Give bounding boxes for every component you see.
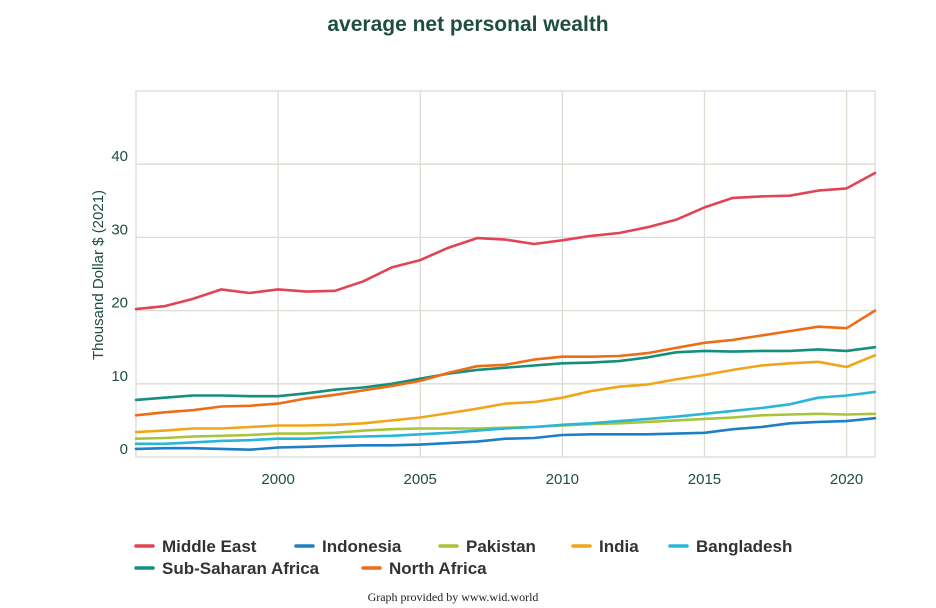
legend-item-sub-saharan-africa[interactable]: Sub-Saharan Africa <box>134 559 320 578</box>
y-tick-label: 0 <box>120 441 128 458</box>
series-line-bangladesh <box>134 390 877 446</box>
legend-label: Bangladesh <box>696 537 792 556</box>
series-lines <box>134 171 877 452</box>
series-line-india <box>134 353 877 434</box>
series-line-middle-east <box>134 171 877 311</box>
legend-item-india[interactable]: India <box>571 537 639 556</box>
series-line-north-africa <box>134 309 877 417</box>
legend-item-pakistan[interactable]: Pakistan <box>438 537 536 556</box>
x-tick-label: 2020 <box>830 471 863 488</box>
credit-text: Graph provided by www.wid.world <box>368 590 539 604</box>
legend-item-indonesia[interactable]: Indonesia <box>294 537 402 556</box>
x-tick-label: 2015 <box>688 471 721 488</box>
grid <box>136 91 875 457</box>
legend-item-bangladesh[interactable]: Bangladesh <box>668 537 792 556</box>
series-line-sub-saharan-africa <box>134 345 877 402</box>
legend: Middle East Indonesia Pakistan India Banglad… <box>134 537 792 578</box>
y-tick-label: 40 <box>111 148 128 165</box>
legend-label: India <box>599 537 639 556</box>
legend-label: Indonesia <box>322 537 402 556</box>
x-tick-label: 2010 <box>546 471 579 488</box>
x-tick-label: 2000 <box>261 471 294 488</box>
legend-label: Sub-Saharan Africa <box>162 559 320 578</box>
chart-title: average net personal wealth <box>327 13 608 36</box>
series-line-indonesia <box>134 416 877 452</box>
y-tick-label: 10 <box>111 368 128 385</box>
legend-item-north-africa[interactable]: North Africa <box>361 559 487 578</box>
y-tick-label: 30 <box>111 221 128 238</box>
axis-ticks: 2000 2005 2010 2015 2020 0 10 20 30 40 <box>111 148 863 488</box>
legend-label: Pakistan <box>466 537 536 556</box>
legend-label: Middle East <box>162 537 257 556</box>
y-tick-label: 20 <box>111 295 128 312</box>
y-axis-label: Thousand Dollar $ (2021) <box>90 190 107 360</box>
legend-label: North Africa <box>389 559 487 578</box>
legend-item-middle-east[interactable]: Middle East <box>134 537 257 556</box>
x-tick-label: 2005 <box>404 471 437 488</box>
plot-area-border <box>135 90 876 458</box>
